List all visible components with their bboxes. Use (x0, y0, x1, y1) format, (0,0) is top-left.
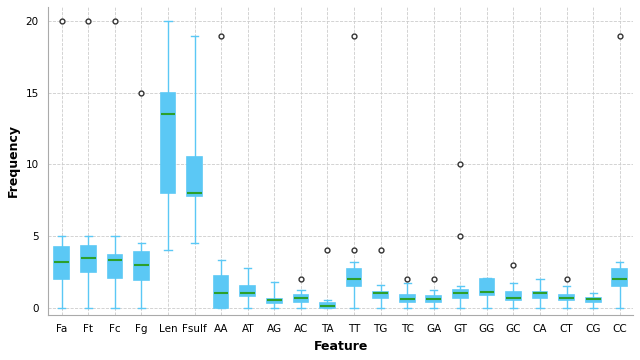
PathPatch shape (134, 252, 148, 280)
PathPatch shape (400, 295, 415, 302)
PathPatch shape (347, 269, 362, 286)
PathPatch shape (241, 286, 255, 296)
PathPatch shape (267, 299, 282, 303)
PathPatch shape (559, 295, 574, 301)
PathPatch shape (453, 291, 468, 298)
PathPatch shape (108, 255, 122, 278)
PathPatch shape (612, 269, 627, 286)
PathPatch shape (373, 292, 388, 298)
X-axis label: Feature: Feature (314, 340, 368, 353)
PathPatch shape (54, 247, 69, 279)
PathPatch shape (214, 276, 228, 307)
PathPatch shape (426, 296, 441, 302)
PathPatch shape (81, 246, 95, 272)
PathPatch shape (294, 295, 308, 302)
PathPatch shape (320, 303, 335, 307)
PathPatch shape (479, 279, 494, 295)
PathPatch shape (506, 292, 521, 301)
PathPatch shape (161, 93, 175, 193)
PathPatch shape (188, 157, 202, 196)
PathPatch shape (532, 292, 547, 298)
Y-axis label: Frequency: Frequency (7, 124, 20, 197)
PathPatch shape (586, 298, 600, 302)
